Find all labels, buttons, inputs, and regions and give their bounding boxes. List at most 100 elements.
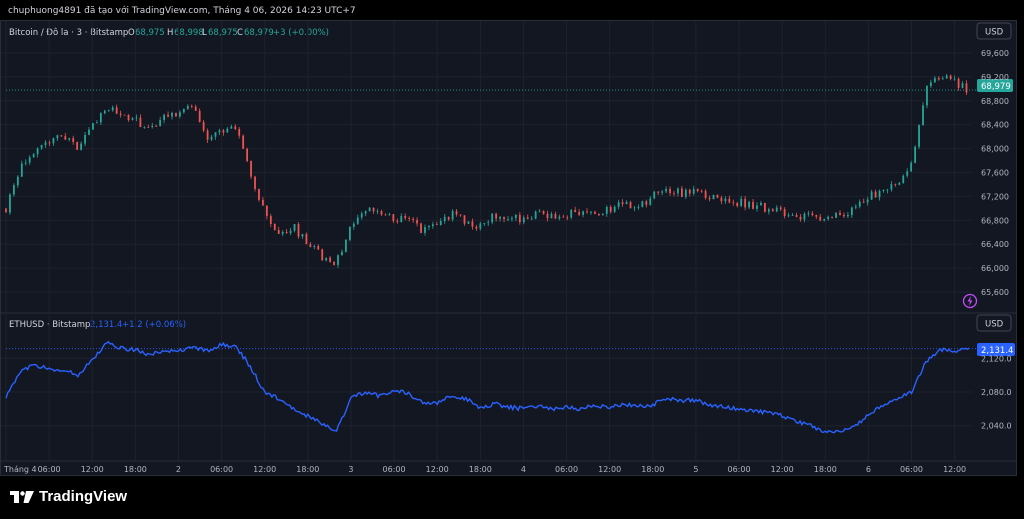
btc-candle — [499, 216, 501, 219]
btc-candle — [139, 117, 142, 128]
btc-candle — [475, 226, 478, 229]
btc-candle — [831, 216, 833, 218]
btc-candle — [688, 189, 691, 194]
eth-price-line — [5, 340, 970, 434]
btc-candle — [649, 198, 652, 205]
btc-candle — [680, 188, 683, 197]
btc-candle — [941, 78, 944, 80]
btc-candle — [103, 110, 106, 114]
btc-candle — [380, 211, 383, 215]
btc-candle — [167, 114, 169, 117]
btc-candle — [700, 190, 703, 192]
btc-candle — [171, 112, 173, 117]
btc-candle — [420, 223, 422, 233]
chart-snapshot-caption: chuphuong4891 đã tạo với TradingView.com… — [8, 6, 356, 16]
btc-candle — [467, 221, 470, 224]
btc-candle — [285, 231, 288, 234]
btc-candle — [190, 105, 193, 107]
btc-candle — [819, 216, 822, 221]
btc-candle — [756, 205, 758, 209]
btc-candle — [238, 129, 241, 136]
eth-price-tag: 2,131.4 — [977, 343, 1015, 356]
btc-candle — [803, 214, 806, 220]
chart-frame[interactable]: Bitcoin / Đô la · 3 · Bitstamp O 68,975 … — [0, 20, 1017, 476]
btc-candle — [930, 82, 932, 87]
btc-candle — [293, 224, 296, 231]
btc-currency-button[interactable]: USD — [976, 22, 1012, 40]
btc-candle — [325, 257, 328, 261]
btc-candle — [862, 201, 865, 203]
btc-candle — [345, 239, 347, 252]
btc-candle — [684, 189, 687, 197]
btc-candle — [368, 207, 371, 212]
chart-canvas[interactable]: Bitcoin / Đô la · 3 · Bitstamp O 68,975 … — [1, 21, 1016, 475]
btc-symbol-label: Bitcoin / Đô la · 3 · Bitstamp — [9, 27, 128, 38]
btc-candle — [898, 182, 901, 185]
btc-candle — [56, 135, 59, 139]
btc-candle — [329, 257, 332, 262]
eth-price-tick: 2,040.0 — [981, 422, 1012, 431]
tradingview-logo[interactable]: TradingView — [10, 488, 127, 505]
btc-candle — [321, 249, 324, 261]
btc-candle — [760, 202, 762, 206]
btc-candle — [135, 117, 138, 119]
eth-currency-button[interactable]: USD — [976, 314, 1012, 332]
btc-candle — [787, 215, 790, 217]
btc-candle — [400, 216, 403, 222]
time-tick: 18:00 — [296, 465, 319, 474]
btc-candle — [151, 125, 154, 128]
btc-price-tick: 66,400 — [981, 240, 1009, 249]
btc-candle — [736, 203, 739, 206]
btc-candle — [463, 215, 466, 224]
time-tick: 12:00 — [81, 465, 104, 474]
btc-price-tick: 68,800 — [981, 97, 1009, 106]
btc-candle — [198, 110, 201, 122]
btc-candle — [590, 211, 592, 213]
btc-candle — [273, 223, 276, 231]
btc-candle — [902, 175, 905, 183]
time-tick: 5 — [693, 465, 698, 474]
btc-candle — [479, 223, 482, 229]
btc-candle — [696, 188, 699, 191]
btc-candle — [451, 211, 454, 220]
btc-candle — [850, 207, 853, 215]
lightning-icon[interactable] — [962, 293, 978, 309]
eth-price-tag-value: 2,131.4 — [981, 346, 1013, 356]
btc-currency-label: USD — [985, 28, 1004, 38]
btc-candle — [206, 130, 209, 140]
btc-candle — [447, 216, 450, 220]
btc-candle — [337, 255, 339, 265]
btc-candle — [396, 220, 399, 222]
btc-candle — [305, 234, 308, 245]
btc-candle — [906, 171, 909, 176]
time-tick: 4 — [521, 465, 526, 474]
btc-candle — [230, 126, 233, 129]
btc-candle — [250, 160, 252, 177]
btc-candle — [88, 129, 90, 135]
btc-candle — [566, 217, 569, 219]
btc-candle — [783, 209, 786, 217]
btc-candle — [20, 163, 23, 177]
btc-candle — [507, 219, 509, 220]
btc-candle — [661, 191, 664, 193]
btc-candle — [52, 138, 55, 144]
btc-candle — [487, 222, 490, 223]
btc-candle — [910, 162, 913, 172]
btc-candle — [36, 148, 39, 155]
btc-candle — [744, 198, 747, 208]
btc-price-tag: 68,979 — [977, 79, 1013, 92]
btc-candle — [677, 188, 679, 194]
btc-candle — [613, 206, 616, 212]
time-tick: 18:00 — [469, 465, 492, 474]
btc-candle — [503, 216, 505, 220]
btc-candle — [748, 201, 750, 208]
btc-candle — [313, 245, 316, 247]
btc-candle — [514, 214, 517, 219]
btc-candle — [953, 78, 956, 80]
btc-candle — [131, 118, 134, 121]
btc-candle — [724, 198, 727, 202]
btc-candle — [356, 217, 359, 224]
btc-candle — [376, 211, 379, 212]
btc-high-label: H — [167, 28, 173, 38]
btc-open-label: O — [128, 28, 135, 38]
